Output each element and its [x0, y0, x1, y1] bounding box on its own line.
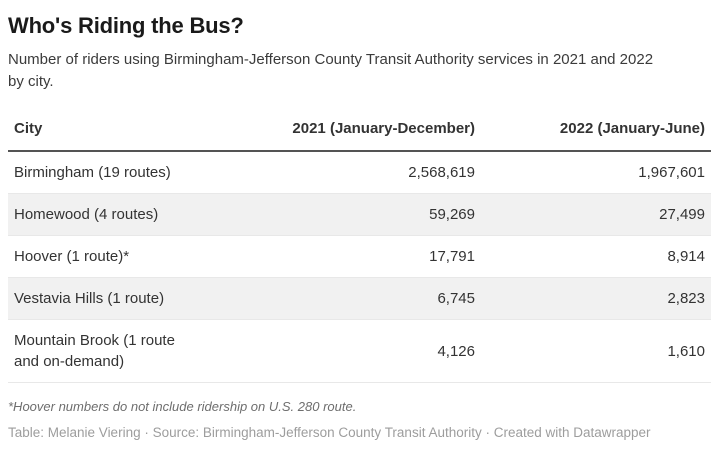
- table-row: Birmingham (19 routes) 2,568,619 1,967,6…: [8, 151, 711, 194]
- cell-2022-riders: 1,610: [481, 319, 711, 383]
- column-header-2022: 2022 (January-June): [481, 112, 711, 152]
- column-header-city: City: [8, 112, 208, 152]
- footnote: *Hoover numbers do not include ridership…: [8, 399, 357, 414]
- table-row: Mountain Brook (1 route and on-demand) 4…: [8, 319, 711, 383]
- cell-city: Birmingham (19 routes): [8, 151, 208, 194]
- cell-2021-riders: 59,269: [208, 193, 481, 236]
- page-title: Who's Riding the Bus?: [8, 13, 244, 38]
- cell-2021-riders: 4,126: [208, 319, 481, 383]
- table-row: Hoover (1 route)* 17,791 8,914: [8, 235, 711, 278]
- cell-2022-riders: 8,914: [481, 235, 711, 278]
- cell-2021-riders: 2,568,619: [208, 151, 481, 194]
- cell-2021-riders: 17,791: [208, 235, 481, 278]
- attribution-line: Table: Melanie Viering · Source: Birming…: [8, 425, 651, 440]
- table-row: Vestavia Hills (1 route) 6,745 2,823: [8, 277, 711, 320]
- cell-2022-riders: 27,499: [481, 193, 711, 236]
- cell-city: Hoover (1 route)*: [8, 235, 208, 278]
- cell-city: Vestavia Hills (1 route): [8, 277, 208, 320]
- riders-table: City 2021 (January-December) 2022 (Janua…: [8, 112, 711, 383]
- cell-city: Mountain Brook (1 route and on-demand): [8, 319, 208, 383]
- cell-2022-riders: 2,823: [481, 277, 711, 320]
- column-header-2021: 2021 (January-December): [208, 112, 481, 152]
- page-subtitle: Number of riders using Birmingham-Jeffer…: [8, 51, 654, 90]
- table-header-row: City 2021 (January-December) 2022 (Janua…: [8, 112, 711, 152]
- cell-2022-riders: 1,967,601: [481, 151, 711, 194]
- table-row: Homewood (4 routes) 59,269 27,499: [8, 193, 711, 236]
- cell-2021-riders: 6,745: [208, 277, 481, 320]
- cell-city: Homewood (4 routes): [8, 193, 208, 236]
